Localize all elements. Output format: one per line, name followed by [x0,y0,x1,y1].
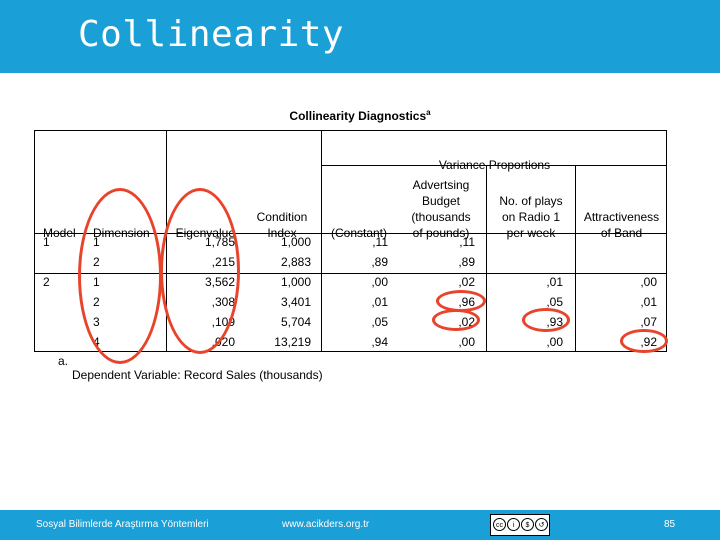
footer-bar: Sosyal Bilimlerde Araştırma Yöntemleri w… [0,510,720,540]
cell-plays: ,05 [546,295,563,309]
cell-condition-index: 5,704 [280,315,311,329]
col-model: Model [43,226,76,240]
table-caption: Collinearity Diagnosticsa [0,108,720,123]
cell-attr: ,00 [640,275,657,289]
cell-condition-index: 13,219 [274,335,311,349]
table-footnote: a. Dependent Variable: Record Sales (tho… [58,354,323,382]
by-icon: i [507,518,520,531]
col-adv-l4: of pounds) [412,226,470,240]
cell-adv: ,89 [458,255,475,269]
attr-92-highlight-circle [620,329,668,353]
sa-icon: ↺ [535,518,548,531]
cc-icon: cc [493,518,506,531]
group-header: Variance Proportions [438,158,551,172]
col-plays-l2: on Radio 1 [501,210,561,224]
cell-condition-index: 1,000 [280,235,311,249]
cell-constant: ,94 [371,335,388,349]
cell-adv: ,02 [458,275,475,289]
page-number: 85 [664,519,676,530]
divider [575,165,576,351]
cell-constant: ,89 [371,255,388,269]
cell-model: 1 [43,235,50,249]
col-adv-l2: Budget [421,194,461,208]
cell-condition-index: 1,000 [280,275,311,289]
nc-icon: $ [521,518,534,531]
cell-model: 2 [43,275,50,289]
caption-text: Collinearity Diagnostics [289,109,427,123]
col-attr-l2: of Band [600,226,643,240]
cell-condition-index: 2,883 [280,255,311,269]
cell-plays: ,00 [546,335,563,349]
cell-constant: ,00 [371,275,388,289]
divider [35,233,667,234]
cell-constant: ,01 [371,295,388,309]
license-badge[interactable]: cc i $ ↺ [490,514,550,536]
title-bar: Collinearity [0,0,720,73]
dimension-highlight-circle [78,188,162,364]
col-attr-l1: Attractiveness [583,210,660,224]
footnote-text: Dependent Variable: Record Sales (thousa… [72,368,323,382]
caption-sup: a [426,108,431,117]
col-adv-l3: (thousands [411,210,471,224]
footnote-marker: a. [58,354,69,368]
eigenvalue-highlight-circle [160,188,240,354]
adv-02-highlight-circle [432,309,480,331]
col-constant: (Constant) [330,226,388,240]
col-adv-l1: Advertsing [412,178,470,192]
cell-constant: ,11 [372,235,388,249]
site-url[interactable]: www.acikders.org.tr [282,519,370,530]
cell-constant: ,05 [371,315,388,329]
course-name: Sosyal Bilimlerde Araştırma Yöntemleri [36,519,209,530]
cell-attr: ,07 [640,315,657,329]
plays-93-highlight-circle [522,308,570,332]
cell-attr: ,01 [640,295,657,309]
cell-condition-index: 3,401 [280,295,311,309]
cell-plays: ,01 [546,275,563,289]
divider [322,165,667,166]
col-condition-l1: Condition [256,210,308,224]
slide-title: Collinearity [78,14,345,55]
col-condition-l2: Index [267,226,297,240]
divider [321,131,322,351]
col-plays-l1: No. of plays [499,194,563,208]
cell-adv: ,11 [459,235,475,249]
col-plays-l3: per week [506,226,556,240]
divider [35,273,667,274]
cell-adv: ,00 [458,335,475,349]
divider [486,165,487,351]
